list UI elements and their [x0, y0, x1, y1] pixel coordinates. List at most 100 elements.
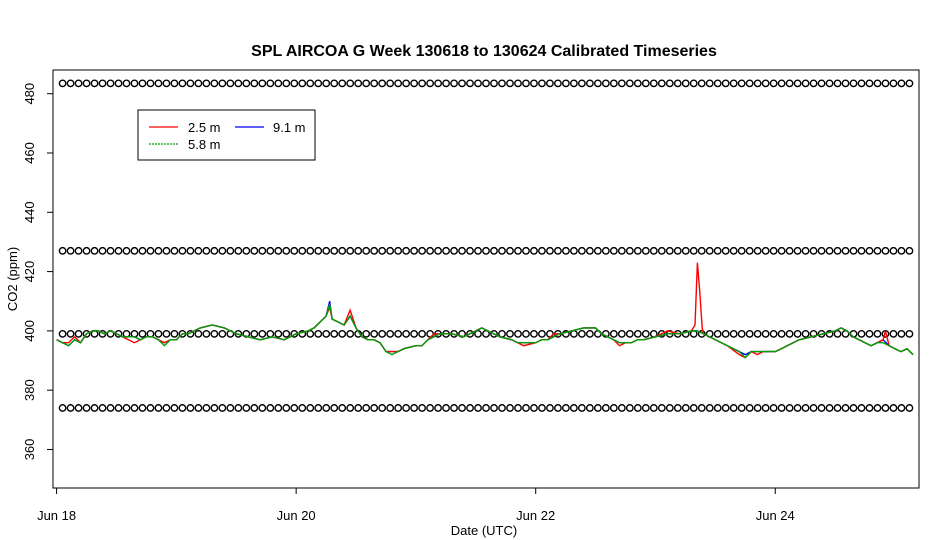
- calibration-marker: [266, 329, 275, 338]
- calibration-marker: [122, 246, 131, 255]
- calibration-marker: [226, 404, 235, 412]
- calibration-marker: [649, 246, 658, 255]
- calibration-marker: [218, 404, 227, 412]
- calibration-marker: [562, 79, 570, 88]
- calibration-marker: [577, 79, 586, 88]
- calibration-marker: [218, 246, 227, 255]
- calibration-marker: [849, 329, 858, 338]
- calibration-marker: [889, 246, 898, 255]
- calibration-marker: [434, 79, 442, 88]
- calibration-marker: [106, 79, 115, 88]
- calibration-marker: [410, 79, 419, 88]
- calibration-marker: [114, 246, 123, 255]
- calibration-marker: [849, 79, 858, 88]
- calibration-marker: [258, 404, 267, 412]
- calibration-marker: [753, 404, 762, 412]
- calibration-marker: [322, 329, 331, 338]
- calibration-marker: [697, 404, 706, 412]
- calibration-marker: [889, 79, 898, 88]
- calibration-marker: [290, 404, 299, 412]
- calibration-marker: [737, 404, 746, 412]
- calibration-marker: [370, 246, 379, 255]
- calibration-marker: [681, 329, 690, 338]
- calibration-marker: [905, 329, 914, 338]
- x-axis-label: Date (UTC): [451, 523, 517, 538]
- calibration-marker: [186, 79, 195, 88]
- calibration-marker: [785, 246, 794, 255]
- calibration-marker: [530, 404, 538, 412]
- calibration-marker: [857, 246, 866, 255]
- calibration-marker: [601, 246, 610, 255]
- calibration-marker: [394, 329, 403, 338]
- calibration-marker: [546, 246, 554, 255]
- calibration-marker: [130, 246, 139, 255]
- calibration-marker: [82, 246, 91, 255]
- calibration-marker: [450, 404, 458, 412]
- calibration-marker: [218, 79, 227, 88]
- calibration-marker: [306, 79, 315, 88]
- calibration-marker: [897, 329, 906, 338]
- calibration-marker: [234, 404, 243, 412]
- calibration-marker: [250, 329, 259, 338]
- calibration-marker: [554, 404, 562, 412]
- calibration-marker: [881, 404, 890, 412]
- calibration-marker: [482, 404, 490, 412]
- calibration-marker: [617, 404, 626, 412]
- calibration-marker: [98, 404, 107, 412]
- calibration-marker: [681, 246, 690, 255]
- calibration-marker: [809, 329, 818, 338]
- calibration-marker: [641, 404, 650, 412]
- calibration-marker: [849, 246, 858, 255]
- series-lines: [56, 262, 914, 359]
- series-line-2-5-m: [56, 262, 914, 359]
- calibration-marker: [114, 404, 123, 412]
- calibration-marker: [593, 79, 602, 88]
- calibration-marker: [226, 246, 235, 255]
- calibration-marker: [210, 79, 219, 88]
- calibration-marker: [58, 246, 67, 255]
- calibration-marker: [897, 404, 906, 412]
- calibration-marker: [266, 246, 275, 255]
- calibration-marker: [466, 79, 474, 88]
- calibration-marker: [793, 329, 802, 338]
- calibration-marker: [298, 79, 307, 88]
- calibration-marker: [130, 404, 139, 412]
- calibration-marker: [761, 404, 770, 412]
- calibration-marker: [889, 404, 898, 412]
- calibration-marker: [154, 404, 163, 412]
- calibration-marker: [386, 404, 395, 412]
- calibration-marker: [242, 79, 251, 88]
- calibration-marker: [242, 404, 251, 412]
- calibration-marker: [250, 79, 259, 88]
- calibration-marker: [338, 246, 347, 255]
- calibration-marker: [689, 79, 698, 88]
- calibration-marker: [330, 79, 339, 88]
- calibration-marker: [122, 404, 131, 412]
- calibration-marker: [721, 329, 730, 338]
- calibration-marker: [362, 246, 371, 255]
- calibration-marker: [458, 246, 466, 255]
- calibration-marker: [538, 79, 546, 88]
- calibration-marker: [905, 246, 914, 255]
- calibration-marker: [426, 79, 434, 88]
- calibration-marker: [625, 404, 634, 412]
- calibration-marker: [458, 404, 466, 412]
- calibration-marker: [194, 404, 203, 412]
- calibration-marker: [785, 404, 794, 412]
- calibration-marker: [873, 246, 882, 255]
- calibration-marker: [354, 246, 363, 255]
- calibration-marker: [585, 79, 594, 88]
- calibration-marker: [210, 329, 219, 338]
- calibration-marker: [673, 79, 682, 88]
- calibration-marker: [689, 329, 698, 338]
- calibration-marker: [562, 404, 570, 412]
- calibration-marker: [793, 246, 802, 255]
- x-tick-label: Jun 24: [756, 508, 795, 523]
- calibration-marker: [498, 79, 506, 88]
- calibration-marker: [106, 246, 115, 255]
- calibration-marker: [274, 329, 283, 338]
- calibration-marker: [178, 79, 187, 88]
- calibration-marker: [146, 246, 155, 255]
- calibration-marker: [761, 246, 770, 255]
- calibration-marker: [418, 246, 426, 255]
